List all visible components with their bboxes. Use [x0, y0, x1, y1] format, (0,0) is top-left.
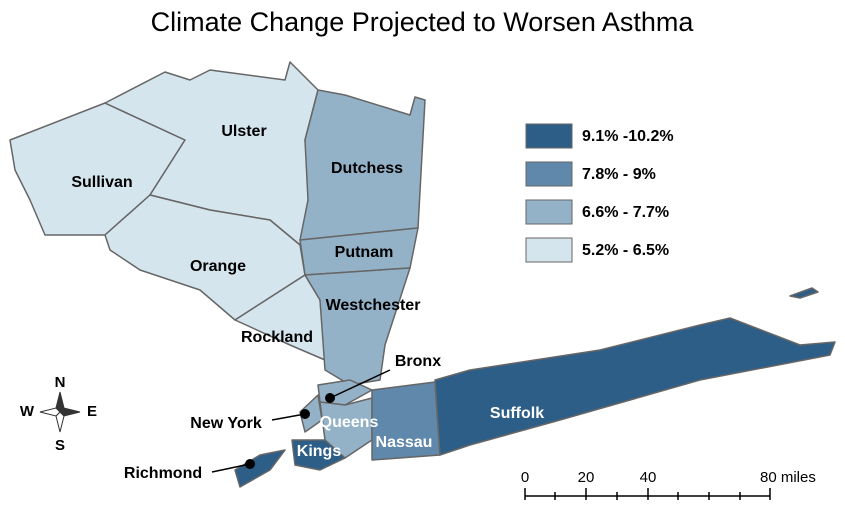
county-label: Queens: [320, 414, 379, 431]
counties: [9, 61, 836, 488]
scale-label: 20: [578, 469, 595, 486]
county-label: Kings: [297, 443, 342, 460]
legend-label: 9.1% -10.2%: [582, 128, 674, 145]
legend-label: 5.2% - 6.5%: [582, 242, 669, 259]
legend-swatch: [525, 237, 573, 263]
county-label: New York: [190, 415, 262, 432]
county: [304, 267, 411, 386]
county-label: Ulster: [221, 123, 266, 140]
county-label: Orange: [190, 258, 246, 275]
legend-label: 6.6% - 7.7%: [582, 204, 669, 221]
compass: [39, 391, 81, 433]
county: [434, 317, 836, 456]
legend-swatch: [525, 161, 573, 187]
compass-letter: W: [20, 403, 35, 420]
county-label: Bronx: [395, 353, 441, 370]
callout-line: [211, 463, 251, 473]
county: [371, 381, 441, 461]
compass-arrow: [39, 407, 61, 417]
county: [234, 449, 286, 488]
county-label: Nassau: [376, 434, 433, 451]
compass-letter: S: [55, 437, 65, 454]
county: [299, 89, 426, 241]
legend-label: 7.8% - 9%: [582, 166, 656, 183]
callout-dot: [325, 393, 335, 403]
map-title: Climate Change Projected to Worsen Asthm…: [151, 7, 695, 37]
compass-letter: N: [55, 374, 66, 391]
compass-arrow: [59, 407, 81, 417]
county-label: Putnam: [335, 244, 394, 261]
callout-dot: [300, 409, 310, 419]
callout-line: [271, 413, 306, 421]
county-label: Richmond: [124, 465, 202, 482]
scale-label: 80 miles: [760, 469, 816, 486]
compass-letter: E: [87, 403, 97, 420]
callout-line: [329, 369, 391, 399]
legend-swatch: [525, 199, 573, 225]
county-label: Westchester: [326, 297, 421, 314]
county-label: Rockland: [241, 329, 313, 346]
county-label: Suffolk: [490, 405, 544, 422]
island: [789, 287, 819, 299]
county-label: Dutchess: [331, 160, 403, 177]
callout-dot: [245, 459, 255, 469]
county: [291, 439, 346, 471]
scale-label: 40: [640, 469, 657, 486]
county-label: Sullivan: [71, 174, 132, 191]
scale-bar: [524, 488, 771, 500]
scale-label: 0: [521, 469, 529, 486]
legend-swatch: [525, 123, 573, 149]
